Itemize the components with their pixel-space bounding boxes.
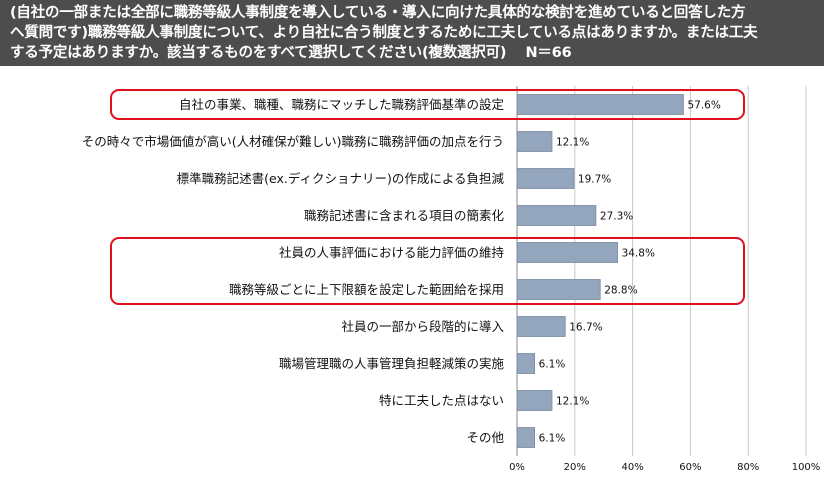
highlight-boxes bbox=[110, 89, 745, 305]
highlight-box bbox=[110, 237, 745, 305]
data-label: 27.3% bbox=[600, 211, 633, 223]
bar bbox=[516, 242, 618, 263]
bar bbox=[516, 94, 684, 115]
bars bbox=[516, 94, 684, 448]
data-label: 6.1% bbox=[539, 433, 566, 445]
x-axis-ticks: 0% 20% 40% 60% 80% 100% bbox=[509, 462, 820, 473]
category-label: 職務記述書に含まれる項目の簡素化 bbox=[304, 208, 505, 223]
data-label: 6.1% bbox=[539, 359, 566, 371]
data-label: 28.8% bbox=[604, 285, 637, 297]
category-label: 特に工夫した点はない bbox=[379, 393, 504, 408]
question-line-3: する予定はありますか。該当するものをすべて選択してください(複数選択可) N＝6… bbox=[10, 45, 572, 61]
x-tick-label: 20% bbox=[564, 462, 586, 473]
category-label: 自社の事業、職種、職務にマッチした職務評価基準の設定 bbox=[179, 97, 504, 112]
x-tick-label: 40% bbox=[621, 462, 643, 473]
value-labels: 57.6% 12.1% 19.7% 27.3% 34.8% 28.8% 16.7% 6.1% 1… bbox=[539, 100, 721, 445]
category-label: その時々で市場価値が高い(人材確保が難しい)職務に職務評価の加点を行う bbox=[82, 134, 504, 149]
category-label: 職場管理職の人事管理負担軽減策の実施 bbox=[279, 356, 505, 371]
bar bbox=[516, 205, 597, 226]
bar bbox=[516, 427, 536, 448]
x-tick-label: 60% bbox=[679, 462, 701, 473]
bar bbox=[516, 168, 575, 189]
category-label: 職務等級ごとに上下限額を設定した範囲給を採用 bbox=[229, 282, 504, 297]
bar bbox=[516, 353, 536, 374]
data-label: 19.7% bbox=[578, 174, 611, 186]
x-tick-label: 80% bbox=[737, 462, 759, 473]
x-tick-label: 0% bbox=[509, 462, 525, 473]
data-label: 12.1% bbox=[556, 396, 589, 408]
grid-lines bbox=[516, 86, 807, 456]
bar bbox=[516, 131, 553, 152]
data-label: 16.7% bbox=[569, 322, 602, 334]
data-label: 34.8% bbox=[622, 248, 655, 260]
x-tick-label: 100% bbox=[792, 462, 821, 473]
bar bbox=[516, 390, 553, 411]
category-label: 標準職務記述書(ex.ディクショナリー)の作成による負担減 bbox=[177, 171, 505, 186]
data-label: 57.6% bbox=[687, 100, 720, 112]
highlight-box bbox=[110, 89, 745, 120]
category-labels: 自社の事業、職種、職務にマッチした職務評価基準の設定その時々で市場価値が高い(人… bbox=[82, 97, 505, 445]
category-label: 社員の人事評価における能力評価の維持 bbox=[279, 245, 504, 260]
bar bbox=[516, 316, 566, 337]
category-label: その他 bbox=[466, 430, 504, 445]
question-line-2: へ質問です)職務等級人事制度について、より自社に合う制度とするために工夫している… bbox=[10, 25, 758, 41]
question-header: (自社の一部または全部に職務等級人事制度を導入している・導入に向けた具体的な検討… bbox=[0, 0, 824, 66]
question-line-1: (自社の一部または全部に職務等級人事制度を導入している・導入に向けた具体的な検討… bbox=[10, 5, 746, 21]
category-label: 社員の一部から段階的に導入 bbox=[341, 319, 504, 334]
data-label: 12.1% bbox=[556, 137, 589, 149]
bar bbox=[516, 279, 601, 300]
